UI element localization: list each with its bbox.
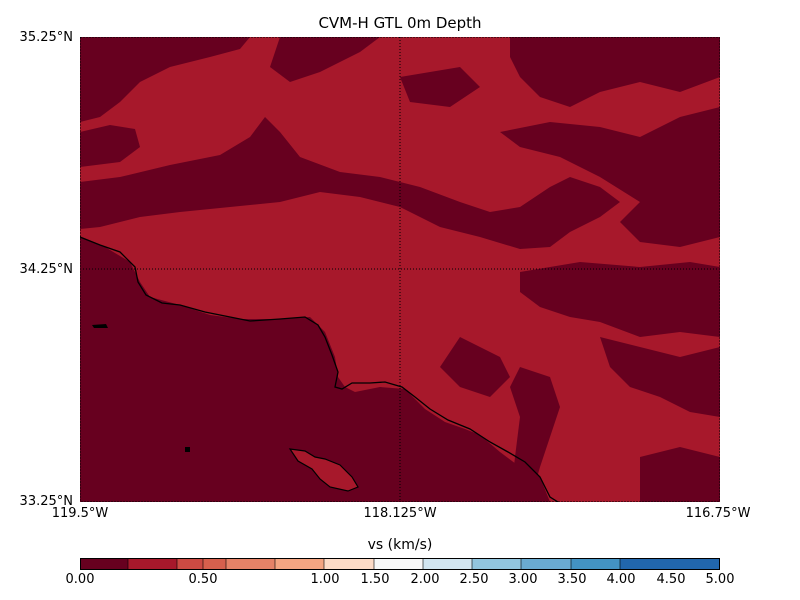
lat-label-bottom: 33.25°N xyxy=(19,494,73,509)
colorbar-segment xyxy=(324,558,374,570)
island-small xyxy=(92,324,108,328)
colorbar-segment xyxy=(571,558,620,570)
island-outline xyxy=(288,448,359,492)
map-area[interactable] xyxy=(80,37,720,502)
colorbar-tick-label: 1.00 xyxy=(310,572,340,587)
lat-label-middle: 34.25°N xyxy=(19,262,73,277)
page-title: CVM-H GTL 0m Depth xyxy=(318,14,482,32)
colorbar-tick-label: 4.50 xyxy=(656,572,686,587)
colorbar-tick-label: 3.50 xyxy=(557,572,587,587)
colorbar-segment xyxy=(275,558,324,570)
coastline xyxy=(80,236,559,502)
colorbar-tick-label: 2.00 xyxy=(410,572,440,587)
colorbar-segment xyxy=(128,558,177,570)
colorbar-segment xyxy=(80,558,128,570)
colorbar-segment xyxy=(203,558,226,570)
colorbar-tick-label: 4.00 xyxy=(606,572,636,587)
colorbar-segment xyxy=(620,558,720,570)
lon-label-left: 119.5°W xyxy=(51,506,109,521)
map-border xyxy=(80,37,720,502)
lon-label-right: 116.75°W xyxy=(685,506,751,521)
colorbar-segment xyxy=(521,558,571,570)
colorbar-tick-label: 0.00 xyxy=(65,572,95,587)
colorbar-segment xyxy=(374,558,423,570)
colorbar-tick-label: 1.50 xyxy=(360,572,390,587)
colorbar-tick-label: 3.00 xyxy=(508,572,538,587)
colorbar-tick-label: 2.50 xyxy=(459,572,489,587)
very-low-vs-regions xyxy=(80,37,720,502)
lat-label-top: 35.25°N xyxy=(19,30,73,45)
colorbar-segment xyxy=(226,558,275,570)
island-tiny xyxy=(185,447,190,452)
colorbar-border xyxy=(80,558,720,570)
colorbar-tick-label: 5.00 xyxy=(705,572,735,587)
colorbar-segment xyxy=(423,558,472,570)
colorbar-tick-label: 0.50 xyxy=(188,572,218,587)
colorbar xyxy=(80,558,720,570)
colorbar-label: vs (km/s) xyxy=(367,537,433,553)
colorbar-segment xyxy=(177,558,203,570)
lon-label-middle: 118.125°W xyxy=(363,506,437,521)
colorbar-segment xyxy=(472,558,521,570)
